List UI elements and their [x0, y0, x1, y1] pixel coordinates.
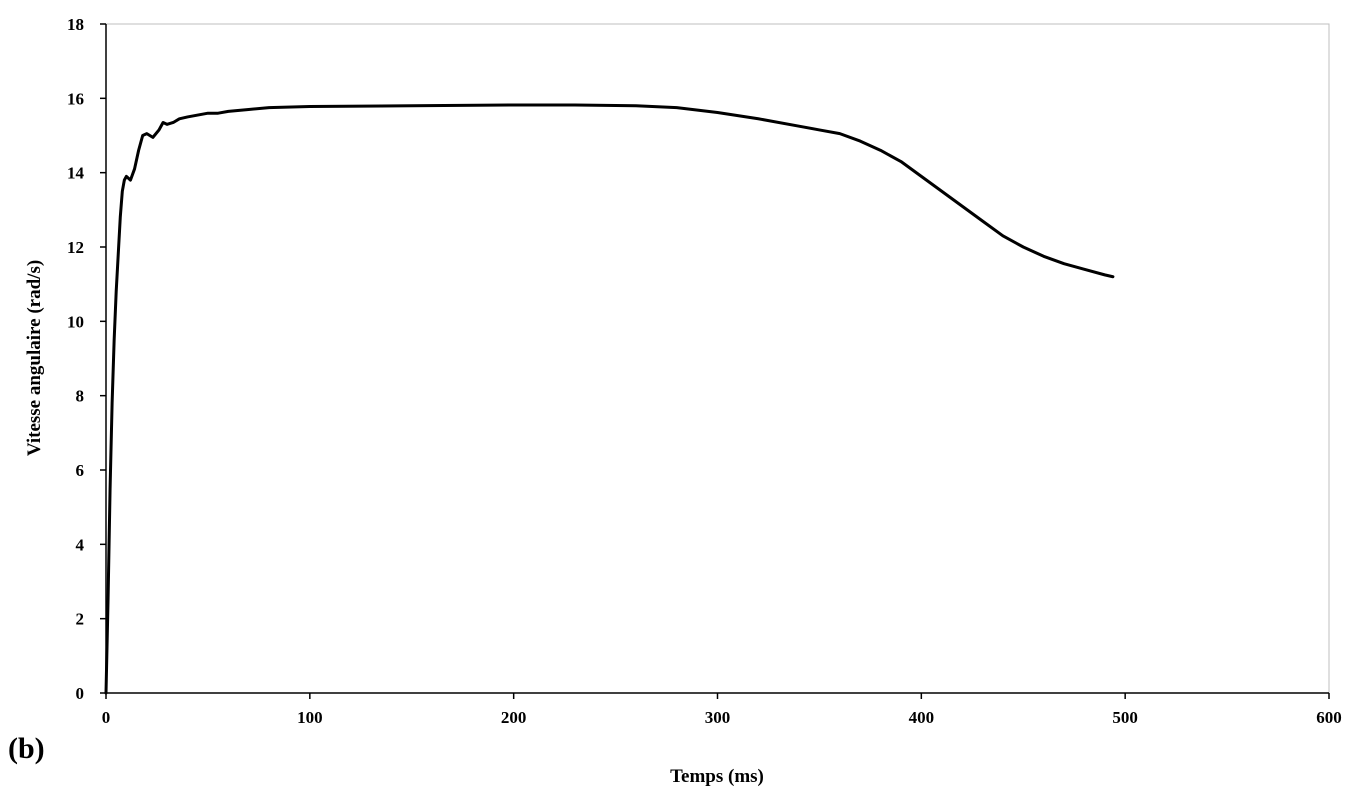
y-tick-label: 18: [67, 15, 84, 34]
y-axis-label: Vitesse angulaire (rad/s): [24, 260, 45, 456]
y-tick-label: 2: [76, 610, 85, 629]
y-tick-label: 16: [67, 89, 84, 108]
x-axis-label: Temps (ms): [670, 766, 764, 787]
x-tick-label: 0: [102, 708, 111, 727]
x-tick-label: 300: [705, 708, 731, 727]
x-tick-label: 500: [1112, 708, 1138, 727]
y-tick-label: 4: [76, 535, 85, 554]
plot-border: [105, 23, 1330, 694]
x-tick-label: 200: [501, 708, 527, 727]
y-tick-label: 10: [67, 312, 84, 331]
x-axis-ticks: 0 100 200 300 400 500 600: [102, 693, 1342, 727]
y-tick-label: 8: [76, 387, 85, 406]
series-line: [104, 103, 1115, 695]
panel-label: (b): [8, 732, 45, 765]
x-tick-label: 400: [909, 708, 935, 727]
x-tick-label: 100: [297, 708, 323, 727]
y-axis-ticks: 0 2 4 6 8 10 12 14 16 18: [67, 15, 106, 703]
y-tick-label: 0: [76, 684, 85, 703]
y-tick-label: 6: [76, 461, 85, 480]
y-tick-label: 12: [67, 238, 84, 257]
x-tick-label: 600: [1316, 708, 1342, 727]
y-tick-label: 14: [67, 164, 85, 183]
